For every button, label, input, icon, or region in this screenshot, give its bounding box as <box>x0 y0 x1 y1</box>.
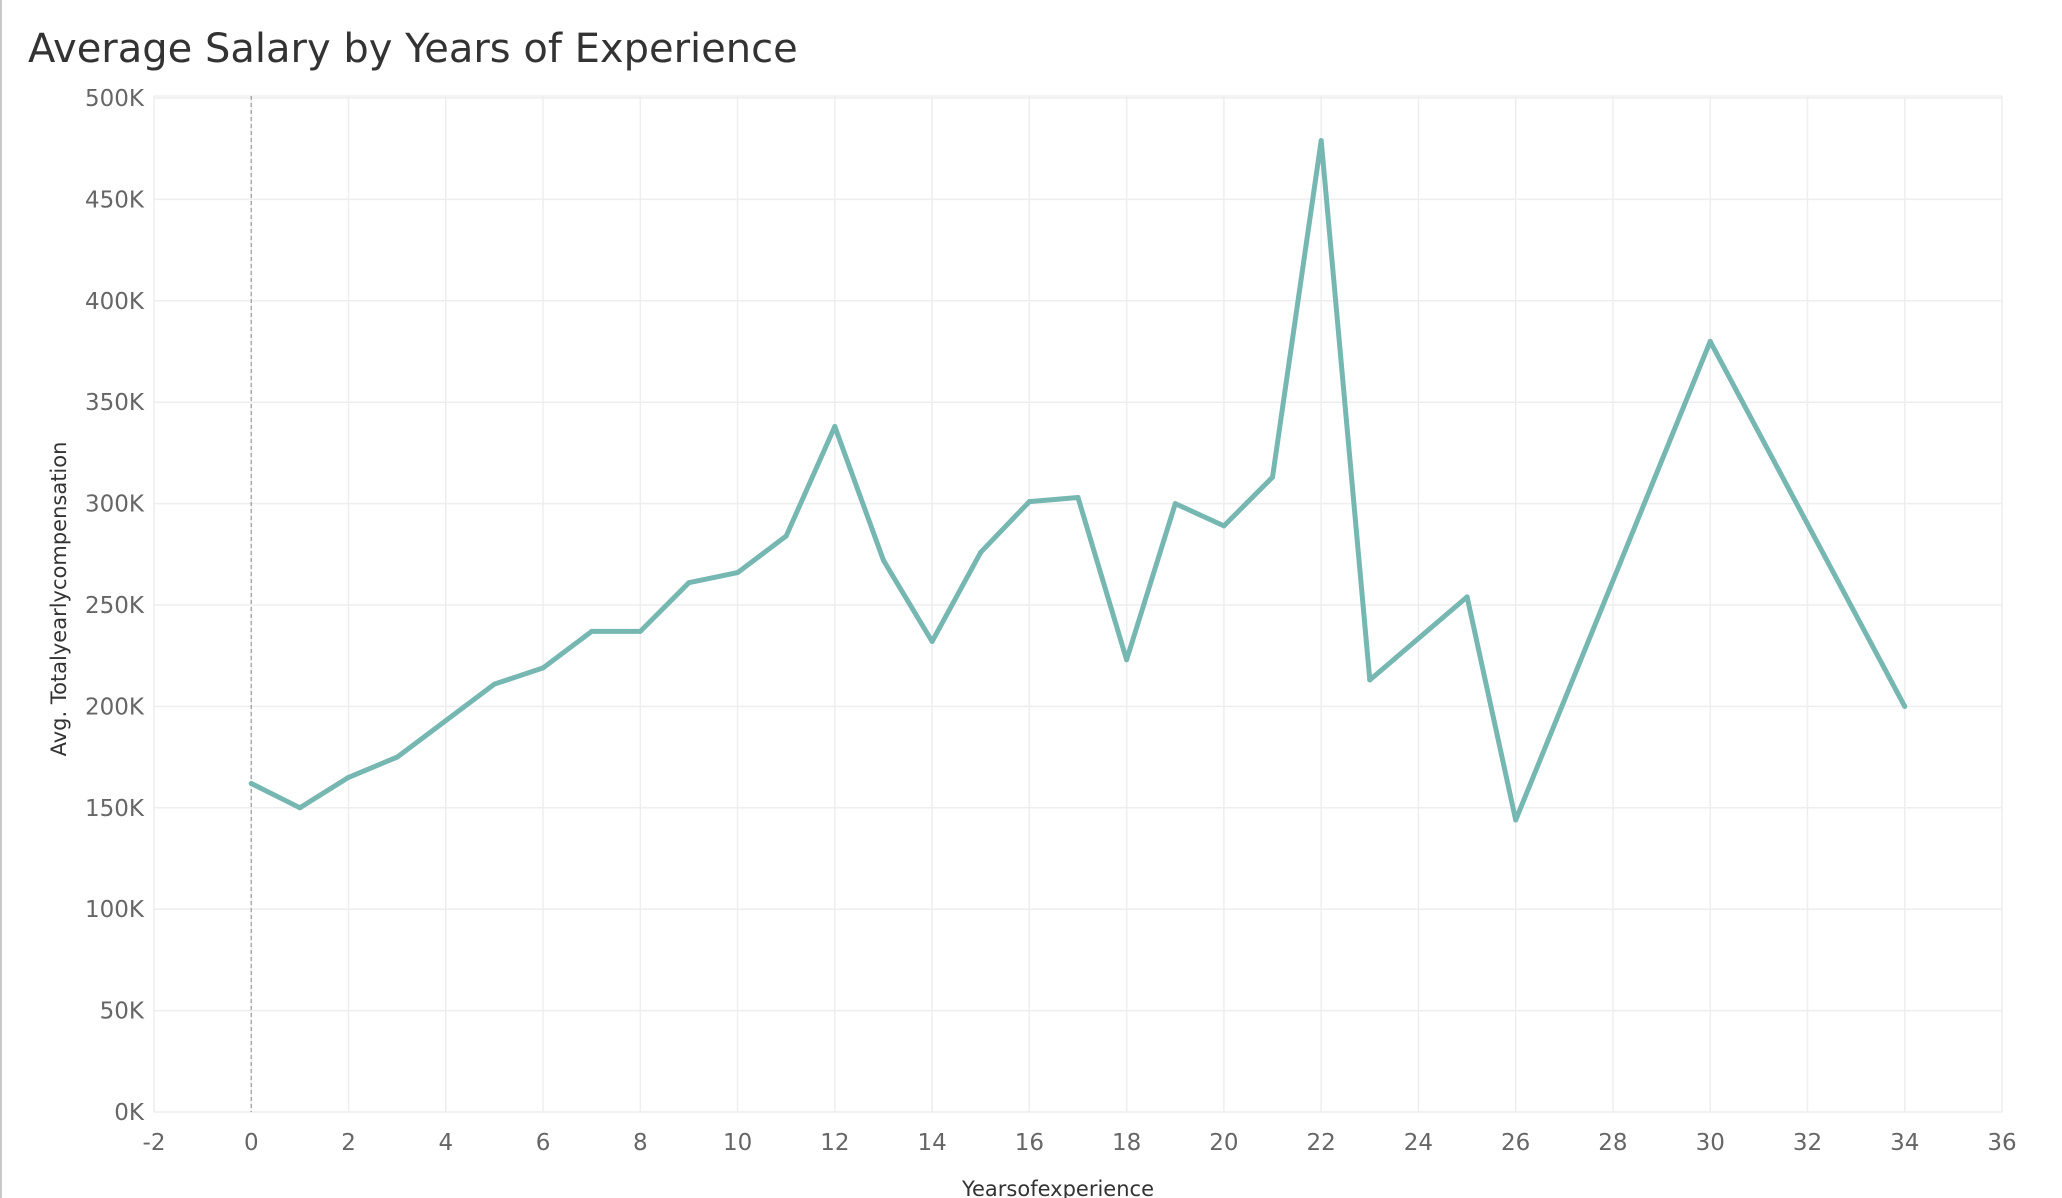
x-tick-label: 16 <box>1015 1130 1044 1156</box>
data-point <box>832 424 838 430</box>
x-tick-label: 32 <box>1793 1130 1822 1156</box>
x-tick-label: 4 <box>438 1130 453 1156</box>
data-point <box>1367 677 1373 683</box>
data-point <box>491 681 497 687</box>
x-tick-label: 18 <box>1112 1130 1141 1156</box>
x-tick-label: 22 <box>1307 1130 1336 1156</box>
x-tick-label: 26 <box>1501 1130 1530 1156</box>
data-point <box>443 718 449 724</box>
x-axis-title: Yearsofexperience <box>961 1177 1154 1198</box>
x-tick-label: -2 <box>143 1130 166 1156</box>
data-point <box>394 754 400 760</box>
data-point <box>1221 523 1227 529</box>
y-tick-label: 200K <box>85 694 145 720</box>
x-tick-label: 2 <box>341 1130 356 1156</box>
y-tick-label: 0K <box>114 1100 145 1126</box>
x-tick-label: 14 <box>917 1130 946 1156</box>
data-points <box>248 138 1908 823</box>
data-point <box>1075 495 1081 501</box>
data-point <box>248 780 254 786</box>
data-point <box>1026 499 1032 505</box>
y-tick-label: 50K <box>100 999 145 1025</box>
data-point <box>1270 474 1276 480</box>
x-tick-label: 24 <box>1404 1130 1433 1156</box>
y-axis-title: Avg. Totalyearlycompensation <box>47 442 71 757</box>
data-point <box>783 533 789 539</box>
x-tick-label: 10 <box>723 1130 752 1156</box>
x-tick-label: 12 <box>820 1130 849 1156</box>
x-tick-label: 30 <box>1696 1130 1725 1156</box>
y-tick-label: 400K <box>85 289 145 315</box>
y-tick-label: 300K <box>85 492 145 518</box>
y-tick-label: 500K <box>85 86 145 112</box>
data-point <box>735 570 741 576</box>
data-point <box>1707 338 1713 344</box>
y-tick-label: 100K <box>85 897 145 923</box>
x-tick-label: 36 <box>1987 1130 2016 1156</box>
data-point <box>1172 501 1178 507</box>
data-point <box>1124 657 1130 663</box>
x-axis: -2 0 2 4 6 8 10 12 14 16 18 20 22 24 26 28 30 32 34 36 <box>143 1130 2017 1156</box>
y-tick-label: 450K <box>85 187 145 213</box>
data-point <box>1318 138 1324 144</box>
x-tick-label: 0 <box>244 1130 259 1156</box>
data-point <box>297 805 303 811</box>
data-point <box>540 665 546 671</box>
data-point <box>1513 817 1519 823</box>
data-point <box>1464 594 1470 600</box>
x-tick-label: 8 <box>633 1130 648 1156</box>
grid <box>153 95 2003 1113</box>
y-tick-label: 250K <box>85 593 145 619</box>
data-point <box>589 628 595 634</box>
data-point <box>686 580 692 586</box>
y-tick-label: 350K <box>85 390 145 416</box>
x-tick-label: 6 <box>536 1130 551 1156</box>
y-tick-label: 150K <box>85 796 145 822</box>
data-point <box>637 628 643 634</box>
data-point <box>880 557 886 563</box>
data-point <box>346 774 352 780</box>
series-line <box>248 138 1908 823</box>
x-tick-label: 28 <box>1598 1130 1627 1156</box>
data-point <box>1902 703 1908 709</box>
x-tick-label: 20 <box>1209 1130 1238 1156</box>
data-point <box>929 639 935 645</box>
data-point <box>978 549 984 555</box>
chart-title: Average Salary by Years of Experience <box>28 26 798 72</box>
y-axis: 0K 50K 100K 150K 200K 250K 300K 350K 400K 450K 500… <box>85 86 145 1126</box>
x-tick-label: 34 <box>1890 1130 1919 1156</box>
